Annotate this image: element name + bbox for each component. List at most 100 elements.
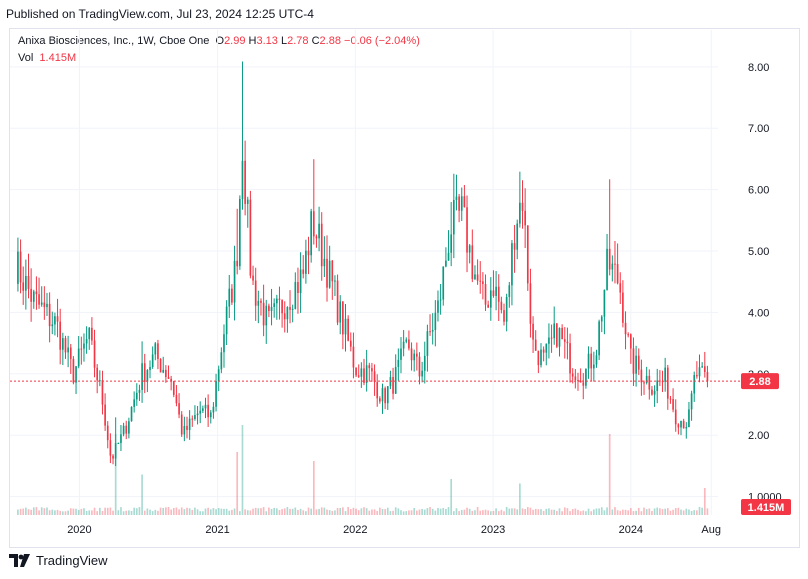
candle — [67, 335, 69, 368]
candle-body — [46, 303, 48, 308]
candle-body — [117, 443, 120, 445]
candle — [622, 280, 624, 328]
candle-body — [48, 303, 51, 327]
candle-body — [101, 380, 104, 405]
candle-body — [661, 381, 664, 383]
candle-body — [186, 425, 188, 430]
candle-body — [151, 354, 154, 368]
volume-bar — [521, 508, 524, 515]
candle-body — [310, 211, 312, 256]
volume-bar — [651, 510, 653, 515]
volume-bar — [458, 511, 460, 515]
tradingview-logo[interactable]: TradingView — [9, 553, 108, 568]
volume-bar — [146, 508, 149, 515]
candle-body — [297, 282, 299, 294]
volume-bar — [693, 510, 696, 515]
candle-body — [413, 353, 416, 361]
volume-bar — [574, 508, 577, 515]
volume-bar — [352, 507, 355, 515]
candle-body — [405, 339, 408, 342]
price-axis[interactable]: 8.007.006.005.004.003.002.001.0000 — [748, 62, 782, 504]
candle-body — [632, 348, 635, 374]
volume-bar — [482, 510, 484, 515]
candle-body — [426, 331, 429, 356]
volume-bar — [373, 509, 376, 515]
candle-body — [268, 305, 270, 312]
candle-body — [571, 373, 574, 377]
volume-bar — [553, 509, 556, 515]
candle-body — [75, 366, 77, 383]
volume-bar — [38, 510, 40, 515]
candle-body — [262, 302, 265, 326]
candle-body — [233, 260, 236, 303]
candle — [331, 260, 334, 300]
volume-bar — [209, 509, 212, 515]
candle — [77, 336, 80, 369]
volume-bar — [423, 509, 426, 515]
volume-bar — [595, 508, 598, 515]
volume-bar — [88, 510, 91, 515]
candle-body — [566, 341, 569, 344]
volume-bar — [603, 510, 606, 515]
volume-bar — [72, 508, 75, 515]
volume-bar — [640, 511, 643, 515]
volume-bar — [141, 474, 143, 515]
candle — [130, 406, 133, 422]
volume-bar — [611, 509, 614, 515]
candle-body — [109, 440, 112, 456]
candle-body — [225, 306, 228, 335]
candle — [556, 322, 558, 349]
volume-bar — [619, 510, 622, 515]
candle-body — [278, 298, 281, 300]
volume-bar — [275, 508, 278, 515]
volume-bar — [54, 510, 56, 515]
candle — [653, 385, 656, 407]
candle-body — [492, 290, 495, 296]
volume-bar — [484, 509, 487, 515]
candle — [48, 292, 51, 343]
candle-body — [645, 375, 648, 383]
volume-bar — [497, 511, 500, 515]
volume-bar — [548, 508, 550, 515]
candle — [27, 253, 30, 299]
candle — [334, 275, 336, 297]
volume-bar — [593, 509, 595, 515]
volume-bar — [505, 507, 508, 515]
volume-bar — [468, 508, 471, 515]
candle-body — [561, 327, 563, 340]
volume-bar — [701, 507, 703, 515]
volume-bar — [556, 510, 558, 515]
candle-body — [445, 260, 447, 267]
symbol-title[interactable]: Anixa Biosciences, Inc., 1W, Cboe One — [18, 35, 210, 47]
candle-body — [236, 260, 239, 267]
candle-body — [154, 343, 157, 355]
volume-bar — [381, 508, 384, 515]
candle-body — [19, 251, 22, 283]
candle — [112, 454, 114, 465]
candle-body — [157, 343, 159, 359]
volume-bar — [117, 510, 120, 515]
candle — [32, 289, 35, 309]
candle — [516, 219, 519, 260]
candle-body — [106, 425, 109, 441]
candle-body — [429, 331, 431, 333]
volume-bar — [27, 509, 30, 515]
volume-bar — [278, 510, 281, 515]
ohlc-legend: Anixa Biosciences, Inc., 1W, Cboe One O2… — [18, 35, 420, 47]
candle-body — [252, 275, 254, 281]
volume-bar — [175, 507, 178, 515]
candle — [120, 425, 122, 452]
volume-bar — [558, 508, 561, 515]
candle — [529, 268, 532, 338]
time-axis[interactable]: 2020 2021 2022 2023 2024 Aug — [67, 524, 721, 536]
candle-body — [130, 406, 133, 422]
volume-bar — [624, 509, 627, 515]
candle-body — [43, 302, 46, 308]
volume-bar — [252, 508, 254, 515]
candle-body — [194, 415, 196, 419]
candle — [339, 295, 342, 335]
candle-body — [217, 369, 220, 382]
volume-label[interactable]: Vol — [18, 52, 34, 64]
volume-bar — [32, 507, 35, 515]
